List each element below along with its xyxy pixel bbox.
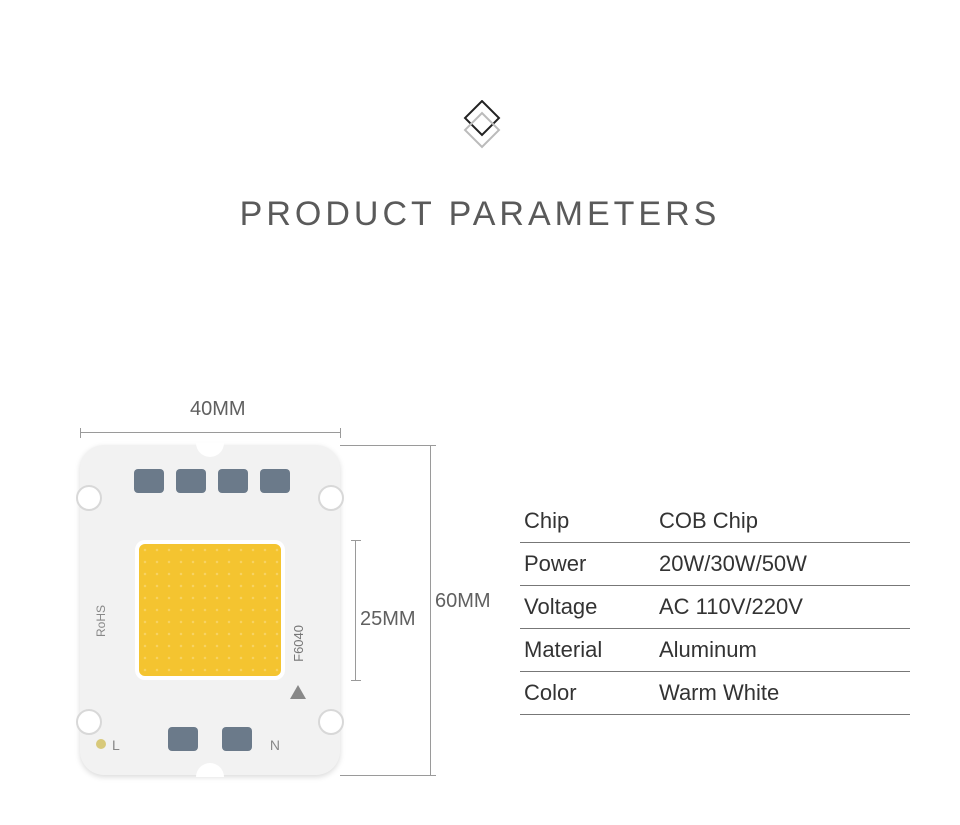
- param-row: Color Warm White: [520, 672, 910, 715]
- mount-hole: [318, 485, 344, 511]
- param-value: Aluminum: [659, 637, 906, 663]
- parameters-table: Chip COB Chip Power 20W/30W/50W Voltage …: [520, 500, 910, 715]
- chip-notch: [196, 763, 224, 777]
- dimension-height: 60MM: [435, 590, 491, 613]
- dim-tick: [340, 428, 341, 438]
- dimension-width: 40MM: [190, 398, 246, 421]
- dim-line: [80, 432, 340, 433]
- top-pads: [134, 469, 290, 493]
- rohs-label: RoHS: [94, 605, 108, 637]
- param-value: AC 110V/220V: [659, 594, 906, 620]
- dimension-emitter: 25MM: [360, 608, 416, 631]
- param-row: Power 20W/30W/50W: [520, 543, 910, 586]
- pad: [260, 469, 290, 493]
- param-key: Material: [524, 637, 659, 663]
- param-value: COB Chip: [659, 508, 906, 534]
- param-row: Voltage AC 110V/220V: [520, 586, 910, 629]
- pad: [168, 727, 198, 751]
- terminal-n: N: [270, 737, 280, 753]
- param-key: Chip: [524, 508, 659, 534]
- warning-icon: [290, 685, 306, 699]
- dim-ext: [340, 445, 435, 446]
- param-value: Warm White: [659, 680, 906, 706]
- page-title: PRODUCT PARAMETERS: [0, 195, 960, 234]
- chip-body: RoHS F6040 L N: [80, 445, 340, 775]
- led-emitter: [135, 540, 285, 680]
- param-key: Voltage: [524, 594, 659, 620]
- diamond-icon: [450, 100, 510, 165]
- pad: [176, 469, 206, 493]
- pad: [218, 469, 248, 493]
- model-label: F6040: [291, 625, 306, 662]
- dim-tick: [351, 680, 361, 681]
- mount-hole: [318, 709, 344, 735]
- pad: [134, 469, 164, 493]
- param-row: Chip COB Chip: [520, 500, 910, 543]
- param-key: Power: [524, 551, 659, 577]
- terminal-l: L: [112, 737, 120, 753]
- param-value: 20W/30W/50W: [659, 551, 906, 577]
- chip-notch: [196, 443, 224, 457]
- dim-ext: [340, 775, 435, 776]
- dim-line: [355, 540, 356, 680]
- pad: [222, 727, 252, 751]
- param-row: Material Aluminum: [520, 629, 910, 672]
- bottom-pads: [168, 727, 252, 751]
- dim-tick: [351, 540, 361, 541]
- mount-hole: [76, 485, 102, 511]
- param-key: Color: [524, 680, 659, 706]
- mount-hole: [76, 709, 102, 735]
- dim-tick: [80, 428, 81, 438]
- dim-line: [430, 445, 431, 775]
- terminal-dot: [96, 739, 106, 749]
